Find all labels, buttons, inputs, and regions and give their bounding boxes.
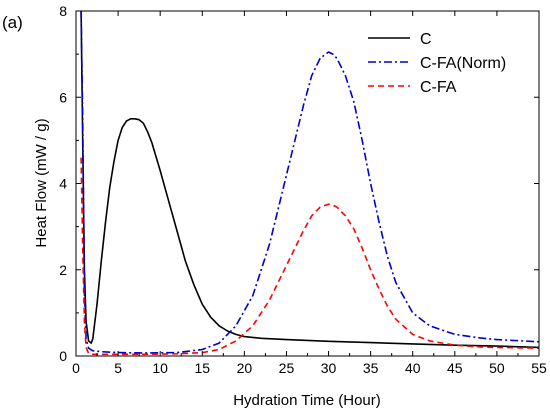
x-tick-label: 10 bbox=[152, 360, 168, 376]
x-tick-label: 30 bbox=[321, 360, 337, 376]
legend-label-1: C bbox=[420, 31, 432, 48]
panel-label: (a) bbox=[2, 13, 23, 32]
x-tick-label: 45 bbox=[447, 360, 463, 376]
y-tick-label: 2 bbox=[59, 262, 67, 278]
y-tick-label: 0 bbox=[59, 348, 67, 364]
legend: C C-FA(Norm) C-FA bbox=[368, 31, 506, 96]
series-line-1 bbox=[80, 11, 539, 349]
series-layer bbox=[80, 11, 539, 356]
y-axis-label: Heat Flow (mW / g) bbox=[33, 118, 50, 247]
series-line-2 bbox=[80, 11, 539, 354]
y-tick-label: 6 bbox=[59, 89, 67, 105]
x-axis-label: Hydration Time (Hour) bbox=[233, 392, 381, 409]
x-tick-label: 50 bbox=[489, 360, 505, 376]
y-tick-label: 4 bbox=[59, 176, 67, 192]
axes-layer: 0 5 10 15 20 25 30 35 40 45 50 55 0 2 4 6 8 bbox=[59, 3, 547, 376]
x-tick-label: 5 bbox=[114, 360, 122, 376]
x-tick-label: 40 bbox=[405, 360, 421, 376]
x-tick-label: 15 bbox=[194, 360, 210, 376]
legend-label-3: C-FA bbox=[420, 79, 457, 96]
x-tick-label: 35 bbox=[363, 360, 379, 376]
series-line-3 bbox=[80, 157, 539, 356]
x-tick-label: 20 bbox=[237, 360, 253, 376]
x-tick-label: 25 bbox=[279, 360, 295, 376]
x-tick-label: 55 bbox=[531, 360, 547, 376]
legend-label-2: C-FA(Norm) bbox=[420, 55, 506, 72]
x-tick-label: 0 bbox=[72, 360, 80, 376]
y-tick-label: 8 bbox=[59, 3, 67, 19]
